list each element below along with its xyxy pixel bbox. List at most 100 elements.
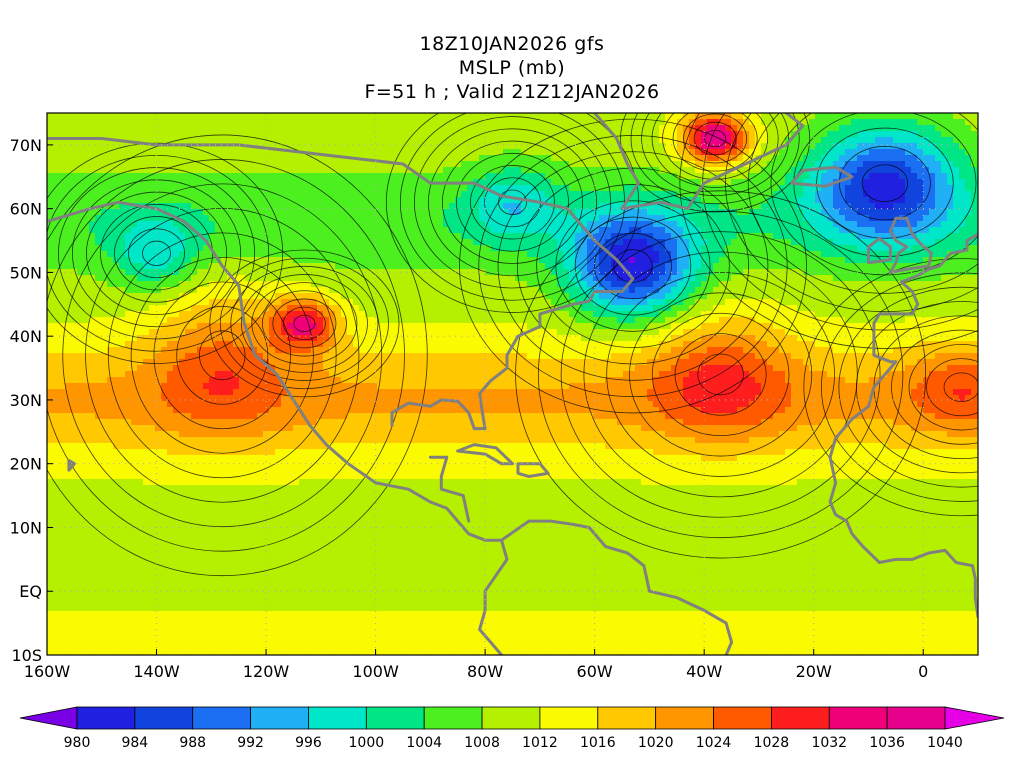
field-cell <box>341 503 348 510</box>
field-cell <box>359 443 366 450</box>
field-cell <box>83 545 90 552</box>
field-cell <box>365 245 372 252</box>
field-cell <box>329 281 336 288</box>
field-cell <box>185 263 192 270</box>
field-cell <box>251 371 258 378</box>
field-cell <box>323 371 330 378</box>
field-cell <box>227 557 234 564</box>
field-cell <box>119 371 126 378</box>
field-cell <box>167 353 174 360</box>
field-cell <box>119 269 126 276</box>
field-cell <box>95 221 102 228</box>
field-cell <box>239 437 246 444</box>
field-cell <box>191 401 198 408</box>
field-cell <box>347 437 354 444</box>
field-cell <box>257 137 264 144</box>
field-cell <box>299 245 306 252</box>
field-cell <box>317 599 324 606</box>
field-cell <box>131 137 138 144</box>
field-cell <box>125 635 132 642</box>
field-cell <box>365 443 372 450</box>
field-cell <box>215 509 222 516</box>
field-cell <box>197 215 204 222</box>
field-cell <box>263 347 270 354</box>
field-cell <box>215 551 222 558</box>
field-cell <box>251 239 258 246</box>
field-cell <box>185 161 192 168</box>
field-cell <box>203 419 210 426</box>
field-cell <box>167 449 174 456</box>
field-cell <box>53 365 60 372</box>
field-cell <box>71 605 78 612</box>
field-cell <box>281 551 288 558</box>
field-cell <box>59 521 66 528</box>
field-cell <box>89 263 96 270</box>
field-cell <box>65 227 72 234</box>
field-cell <box>197 431 204 438</box>
field-cell <box>293 629 300 636</box>
field-cell <box>131 347 138 354</box>
field-cell <box>269 521 276 528</box>
field-cell <box>311 281 318 288</box>
field-cell <box>107 413 114 420</box>
field-cell <box>299 209 306 216</box>
field-cell <box>311 245 318 252</box>
field-cell <box>347 143 354 150</box>
field-cell <box>329 485 336 492</box>
field-cell <box>77 233 84 240</box>
field-cell <box>215 371 222 378</box>
field-cell <box>311 473 318 480</box>
field-cell <box>47 323 54 330</box>
field-cell <box>365 431 372 438</box>
field-cell <box>347 521 354 528</box>
field-cell <box>71 311 78 318</box>
field-cell <box>257 305 264 312</box>
field-cell <box>245 587 252 594</box>
field-cell <box>293 239 300 246</box>
field-cell <box>227 173 234 180</box>
field-cell <box>371 419 378 426</box>
field-cell <box>293 449 300 456</box>
field-cell <box>365 623 372 630</box>
field-cell <box>167 419 174 426</box>
field-cell <box>221 569 228 576</box>
field-cell <box>323 407 330 414</box>
field-cell <box>95 461 102 468</box>
field-cell <box>293 209 300 216</box>
field-cell <box>113 425 120 432</box>
field-cell <box>131 245 138 252</box>
field-cell <box>221 413 228 420</box>
field-cell <box>239 167 246 174</box>
field-cell <box>305 125 312 132</box>
field-cell <box>203 611 210 618</box>
field-cell <box>83 347 90 354</box>
field-cell <box>203 263 210 270</box>
field-cell <box>341 545 348 552</box>
field-cell <box>257 401 264 408</box>
field-cell <box>53 611 60 618</box>
field-cell <box>239 113 246 120</box>
field-cell <box>89 521 96 528</box>
field-cell <box>125 257 132 264</box>
field-cell <box>131 185 138 192</box>
field-cell <box>245 221 252 228</box>
field-cell <box>233 557 240 564</box>
field-cell <box>107 125 114 132</box>
field-cell <box>299 575 306 582</box>
field-cell <box>155 305 162 312</box>
field-cell <box>173 629 180 636</box>
field-cell <box>215 359 222 366</box>
field-cell <box>335 323 342 330</box>
field-cell <box>233 473 240 480</box>
field-cell <box>155 221 162 228</box>
field-cell <box>341 215 348 222</box>
field-cell <box>131 161 138 168</box>
field-cell <box>233 455 240 462</box>
field-cell <box>323 509 330 516</box>
field-cell <box>107 647 114 654</box>
field-cell <box>71 221 78 228</box>
field-cell <box>347 593 354 600</box>
field-cell <box>263 371 270 378</box>
field-cell <box>251 593 258 600</box>
field-cell <box>269 533 276 540</box>
